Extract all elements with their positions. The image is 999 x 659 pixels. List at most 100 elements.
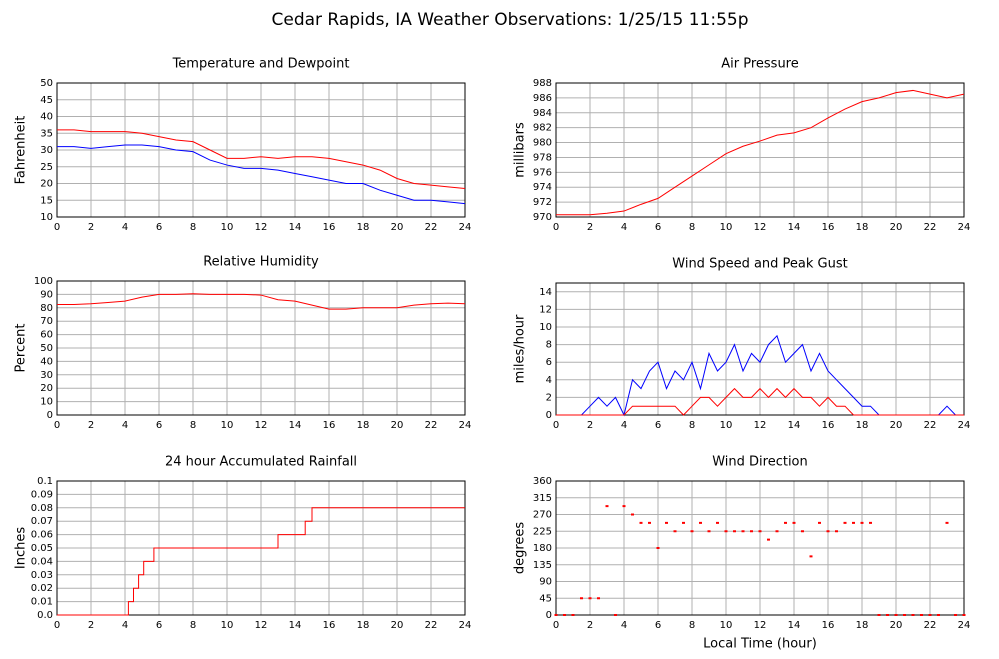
point (707, 530, 711, 533)
page-title: Cedar Rapids, IA Weather Observations: 1… (271, 10, 748, 30)
x-tick-label: 12 (754, 620, 767, 631)
x-tick-label: 2 (587, 420, 593, 431)
x-tick-label: 12 (255, 222, 268, 233)
panel-title: Relative Humidity (203, 255, 319, 270)
y-tick-label: 0.06 (31, 530, 53, 541)
x-tick-label: 6 (156, 222, 162, 233)
x-tick-label: 24 (958, 222, 971, 233)
y-tick-label: 0.04 (31, 556, 53, 567)
point (639, 521, 643, 524)
point (741, 530, 745, 533)
plot-frame (555, 480, 965, 616)
point (580, 597, 583, 600)
point (835, 530, 838, 533)
x-tick-label: 0 (553, 620, 559, 631)
y-tick-label: 0.07 (31, 516, 53, 527)
point (937, 614, 940, 616)
x-tick-label: 12 (754, 222, 767, 233)
x-tick-label: 16 (822, 222, 835, 233)
y-tick-label: 15 (40, 195, 53, 206)
x-tick-label: 18 (856, 222, 869, 233)
x-tick-label: 4 (621, 620, 627, 631)
point (605, 505, 609, 508)
y-tick-label: 970 (533, 212, 552, 223)
x-tick-label: 16 (323, 620, 336, 631)
y-tick-label: 35 (40, 128, 53, 139)
y-tick-label: 0 (546, 610, 552, 621)
x-tick-label: 20 (391, 620, 404, 631)
x-tick-label: 14 (788, 620, 801, 631)
point (597, 597, 600, 600)
x-tick-label: 18 (357, 222, 370, 233)
panel-title: Temperature and Dewpoint (172, 57, 350, 72)
plot-frame (56, 280, 466, 416)
x-tick-label: 20 (391, 222, 404, 233)
line (57, 293, 466, 310)
x-tick-label: 4 (122, 420, 128, 431)
y-tick-label: 2 (546, 392, 552, 403)
y-tick-label: 180 (533, 543, 552, 554)
point (563, 614, 566, 616)
panel-title: Wind Direction (712, 455, 808, 470)
y-tick-label: 10 (40, 397, 53, 408)
x-tick-label: 20 (890, 420, 903, 431)
x-tick-label: 10 (221, 620, 234, 631)
panel-title: 24 hour Accumulated Rainfall (165, 455, 357, 470)
y-tick-label: 0.08 (31, 503, 53, 514)
point (954, 614, 957, 616)
x-tick-label: 22 (425, 420, 438, 431)
y-tick-label: 0 (546, 410, 552, 421)
x-tick-label: 18 (357, 620, 370, 631)
x-tick-label: 22 (425, 222, 438, 233)
y-tick-label: 80 (40, 303, 53, 314)
y-tick-label: 30 (40, 370, 53, 381)
y-axis-label: Percent (14, 324, 29, 373)
point (945, 521, 949, 524)
y-axis-label: degrees (513, 522, 528, 575)
point (750, 530, 753, 533)
x-tick-label: 2 (587, 222, 593, 233)
x-tick-label: 14 (289, 222, 302, 233)
x-tick-label: 24 (459, 620, 472, 631)
y-tick-label: 980 (533, 138, 552, 149)
y-tick-label: 972 (533, 197, 552, 208)
x-tick-label: 4 (621, 222, 627, 233)
plot-frame (555, 82, 965, 218)
x-tick-label: 10 (720, 620, 733, 631)
x-tick-label: 14 (289, 620, 302, 631)
x-tick-label: 0 (54, 222, 60, 233)
x-tick-label: 18 (856, 420, 869, 431)
point (614, 614, 617, 616)
plot-frame (56, 82, 466, 218)
y-tick-label: 25 (40, 162, 53, 173)
line (57, 129, 466, 190)
y-tick-label: 986 (533, 93, 552, 104)
y-tick-label: 976 (533, 167, 552, 178)
x-tick-label: 22 (924, 620, 937, 631)
y-tick-label: 90 (40, 289, 53, 300)
x-tick-label: 10 (221, 222, 234, 233)
y-tick-label: 315 (533, 493, 552, 504)
y-tick-label: 10 (40, 212, 53, 223)
point (818, 521, 821, 524)
point (775, 530, 779, 533)
x-tick-label: 24 (958, 420, 971, 431)
x-tick-label: 6 (655, 222, 661, 233)
point (690, 530, 694, 533)
x-tick-label: 0 (54, 420, 60, 431)
y-tick-label: 0.01 (31, 597, 53, 608)
point (716, 521, 719, 524)
y-tick-label: 225 (533, 526, 552, 537)
y-tick-label: 8 (546, 340, 552, 351)
y-tick-label: 100 (34, 276, 53, 287)
x-tick-label: 16 (822, 620, 835, 631)
point (869, 521, 872, 524)
y-tick-label: 6 (546, 357, 552, 368)
point (962, 614, 966, 616)
panel-title: Air Pressure (721, 57, 799, 72)
point (894, 614, 898, 616)
x-tick-label: 4 (621, 420, 627, 431)
line (556, 89, 965, 216)
y-tick-label: 45 (539, 593, 552, 604)
